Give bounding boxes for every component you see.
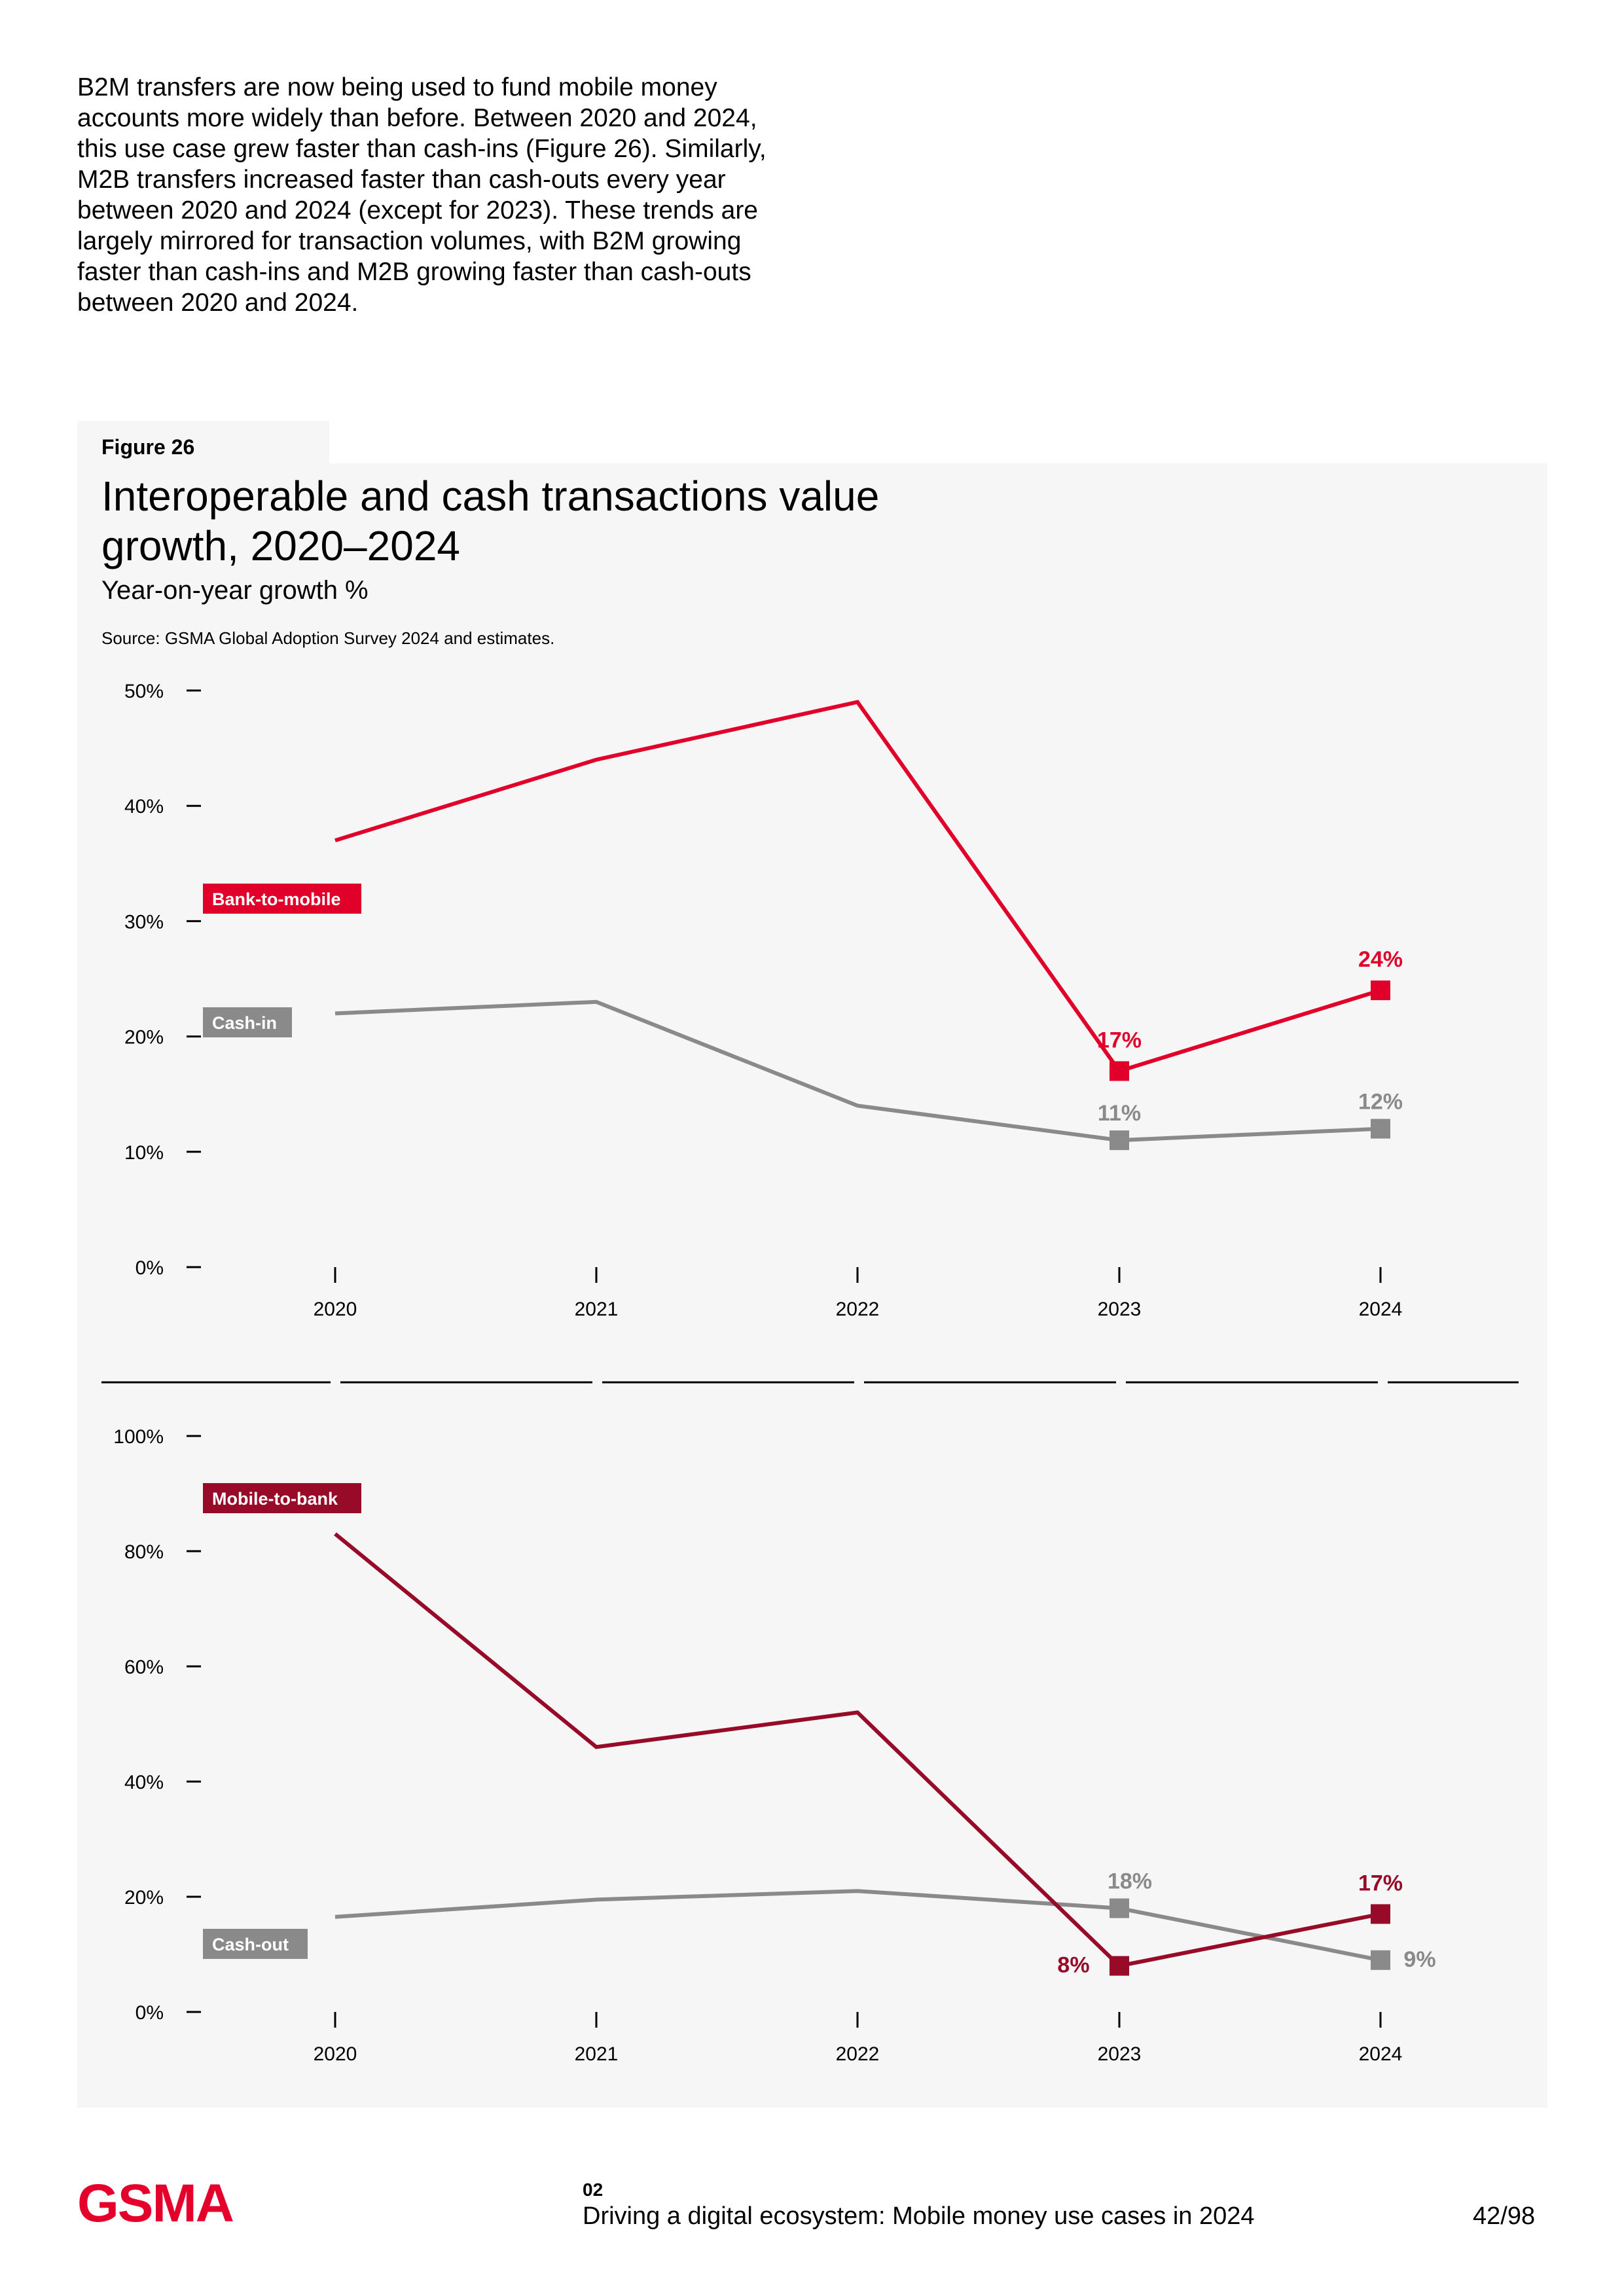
data-point-marker bbox=[1371, 980, 1390, 1001]
x-tick-label: 2020 bbox=[314, 1299, 357, 1320]
y-tick-label: 40% bbox=[124, 1772, 164, 1793]
data-label: 8% bbox=[1057, 1953, 1089, 1978]
y-tick-label: 30% bbox=[124, 911, 164, 933]
y-tick-label: 40% bbox=[124, 796, 164, 817]
data-label: 17% bbox=[1358, 1871, 1403, 1895]
y-tick-label: 0% bbox=[135, 1257, 164, 1279]
x-tick-label: 2023 bbox=[1098, 1299, 1142, 1320]
gsma-logo: GSMA bbox=[77, 2174, 234, 2233]
chart-subtitle: Year-on-year growth % bbox=[101, 576, 369, 605]
data-point-marker bbox=[1110, 1130, 1129, 1151]
intro-paragraph: B2M transfers are now being used to fund… bbox=[77, 73, 767, 317]
x-tick-label: 2024 bbox=[1359, 1299, 1403, 1320]
series-tag-label: Cash-in bbox=[212, 1013, 277, 1033]
series-tag-mobile-to-bank bbox=[203, 1483, 361, 1513]
data-label: 17% bbox=[1097, 1028, 1142, 1052]
series-tag-bank-to-mobile bbox=[203, 884, 361, 914]
figure-panel bbox=[77, 463, 1547, 2108]
series-line-cash-out bbox=[334, 1889, 1381, 1962]
data-point-marker bbox=[1110, 1061, 1129, 1081]
y-tick-label: 80% bbox=[124, 1541, 164, 1563]
y-tick-label: 0% bbox=[135, 2002, 164, 2024]
data-label: 9% bbox=[1403, 1947, 1435, 1972]
y-tick-label: 10% bbox=[124, 1142, 164, 1164]
chart-title: Interoperable and cash transactions valu… bbox=[101, 473, 880, 569]
x-tick-label: 2024 bbox=[1359, 2043, 1403, 2065]
footer-section-number: 02 bbox=[583, 2179, 604, 2200]
series-tag-label: Bank-to-mobile bbox=[212, 889, 341, 909]
x-tick-label: 2021 bbox=[575, 1299, 619, 1320]
footer-section-title: Driving a digital ecosystem: Mobile mone… bbox=[583, 2202, 1255, 2230]
x-tick-label: 2020 bbox=[314, 2043, 357, 2065]
series-line-cash-in bbox=[334, 999, 1381, 1143]
data-label: 24% bbox=[1358, 947, 1403, 972]
x-tick-label: 2021 bbox=[575, 2043, 619, 2065]
y-tick-label: 20% bbox=[124, 1027, 164, 1049]
series-tag-label: Cash-out bbox=[212, 1935, 289, 1954]
series-tag-label: Mobile-to-bank bbox=[212, 1489, 338, 1509]
y-tick-label: 60% bbox=[124, 1657, 164, 1678]
x-tick-label: 2023 bbox=[1098, 2043, 1142, 2065]
chart-source: Source: GSMA Global Adoption Survey 2024… bbox=[101, 628, 555, 648]
data-point-marker bbox=[1110, 1956, 1129, 1976]
data-point-marker bbox=[1110, 1898, 1129, 1918]
series-tag-cash-out bbox=[203, 1929, 308, 1959]
data-label: 18% bbox=[1108, 1869, 1152, 1894]
data-point-marker bbox=[1371, 1904, 1390, 1924]
y-tick-label: 50% bbox=[124, 681, 164, 702]
data-label: 11% bbox=[1098, 1101, 1141, 1126]
x-tick-label: 2022 bbox=[836, 2043, 880, 2065]
figure-label: Figure 26 bbox=[101, 435, 195, 459]
y-tick-label: 20% bbox=[124, 1887, 164, 1909]
series-line-mobile-to-bank bbox=[334, 1532, 1381, 1968]
data-point-marker bbox=[1371, 1119, 1390, 1139]
data-label: 12% bbox=[1358, 1090, 1403, 1115]
series-line-bank-to-mobile bbox=[334, 700, 1381, 1073]
data-point-marker bbox=[1371, 1950, 1390, 1970]
series-tag-cash-in bbox=[203, 1007, 292, 1037]
page-number: 42/98 bbox=[1473, 2202, 1536, 2230]
y-tick-label: 100% bbox=[113, 1426, 164, 1448]
x-tick-label: 2022 bbox=[836, 1299, 880, 1320]
